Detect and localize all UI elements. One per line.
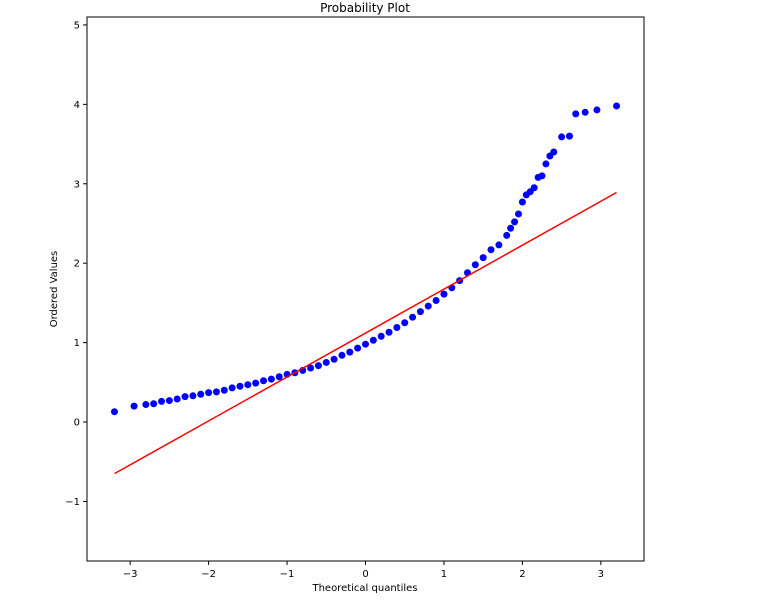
x-axis-ticks: −3 −2 −1 0 1 2 3 (123, 561, 604, 580)
data-point (173, 395, 181, 403)
y-tick-label: 5 (74, 20, 80, 31)
data-point (479, 254, 487, 262)
data-point (487, 246, 495, 254)
data-point (158, 397, 166, 405)
data-point (416, 308, 424, 316)
data-point (244, 381, 252, 389)
data-point (385, 328, 393, 336)
data-point (514, 210, 522, 218)
data-point (150, 400, 158, 408)
chart-title: Probability Plot (320, 1, 410, 15)
data-points (110, 102, 621, 416)
data-point (220, 386, 228, 394)
data-point (165, 397, 173, 405)
x-tick-label: −2 (201, 569, 216, 580)
data-point (307, 364, 315, 372)
fit-line-group (114, 191, 617, 475)
data-point (550, 148, 558, 156)
x-tick-label: −1 (280, 569, 295, 580)
data-point (401, 319, 409, 327)
x-tick-label: 3 (598, 569, 604, 580)
data-point (322, 358, 330, 366)
data-point (267, 375, 275, 383)
data-point (189, 392, 197, 400)
data-point (236, 382, 244, 390)
data-point (581, 108, 589, 116)
data-point (181, 393, 189, 401)
data-point (409, 313, 417, 321)
data-point (314, 362, 322, 370)
x-tick-label: −3 (123, 569, 138, 580)
data-point (518, 198, 526, 206)
data-point (565, 132, 573, 140)
data-point (252, 379, 260, 387)
y-tick-label: −1 (65, 497, 80, 508)
y-axis-title: Ordered Values (49, 251, 60, 328)
data-point (538, 172, 546, 180)
data-point (354, 344, 362, 352)
data-point (393, 324, 401, 332)
data-point (369, 336, 377, 344)
y-axis-ticks: −1 0 1 2 3 4 5 (65, 20, 87, 508)
x-tick-label: 1 (441, 569, 447, 580)
data-point (346, 348, 354, 356)
data-point (495, 241, 503, 249)
y-tick-label: 2 (74, 259, 80, 270)
data-point (593, 106, 601, 114)
data-point (613, 102, 621, 110)
data-point (572, 110, 580, 118)
x-tick-label: 2 (519, 569, 525, 580)
data-point (377, 332, 385, 340)
y-tick-label: 1 (74, 338, 80, 349)
y-tick-label: 0 (74, 418, 80, 429)
data-point (205, 389, 213, 397)
data-point (471, 261, 479, 269)
data-point (432, 297, 440, 305)
data-point (542, 160, 550, 168)
data-point (530, 184, 538, 192)
x-axis-title: Theoretical quantiles (311, 583, 417, 594)
fit-line (114, 191, 617, 475)
data-point (130, 402, 138, 410)
data-point (424, 302, 432, 310)
data-point (507, 224, 515, 232)
data-point (511, 218, 519, 226)
y-tick-label: 3 (74, 179, 80, 190)
data-point (362, 340, 369, 348)
data-point (197, 390, 205, 398)
y-tick-label: 4 (74, 100, 80, 111)
data-point (212, 388, 220, 396)
data-point (338, 351, 346, 359)
data-point (142, 401, 150, 409)
data-point (503, 231, 511, 239)
data-point (275, 373, 283, 381)
plot-frame (86, 16, 645, 562)
x-tick-label: 0 (362, 569, 368, 580)
data-point (228, 384, 236, 392)
data-point (440, 290, 448, 298)
data-point (558, 133, 566, 141)
data-point (330, 355, 338, 363)
data-point (110, 408, 118, 416)
data-point (260, 377, 268, 385)
